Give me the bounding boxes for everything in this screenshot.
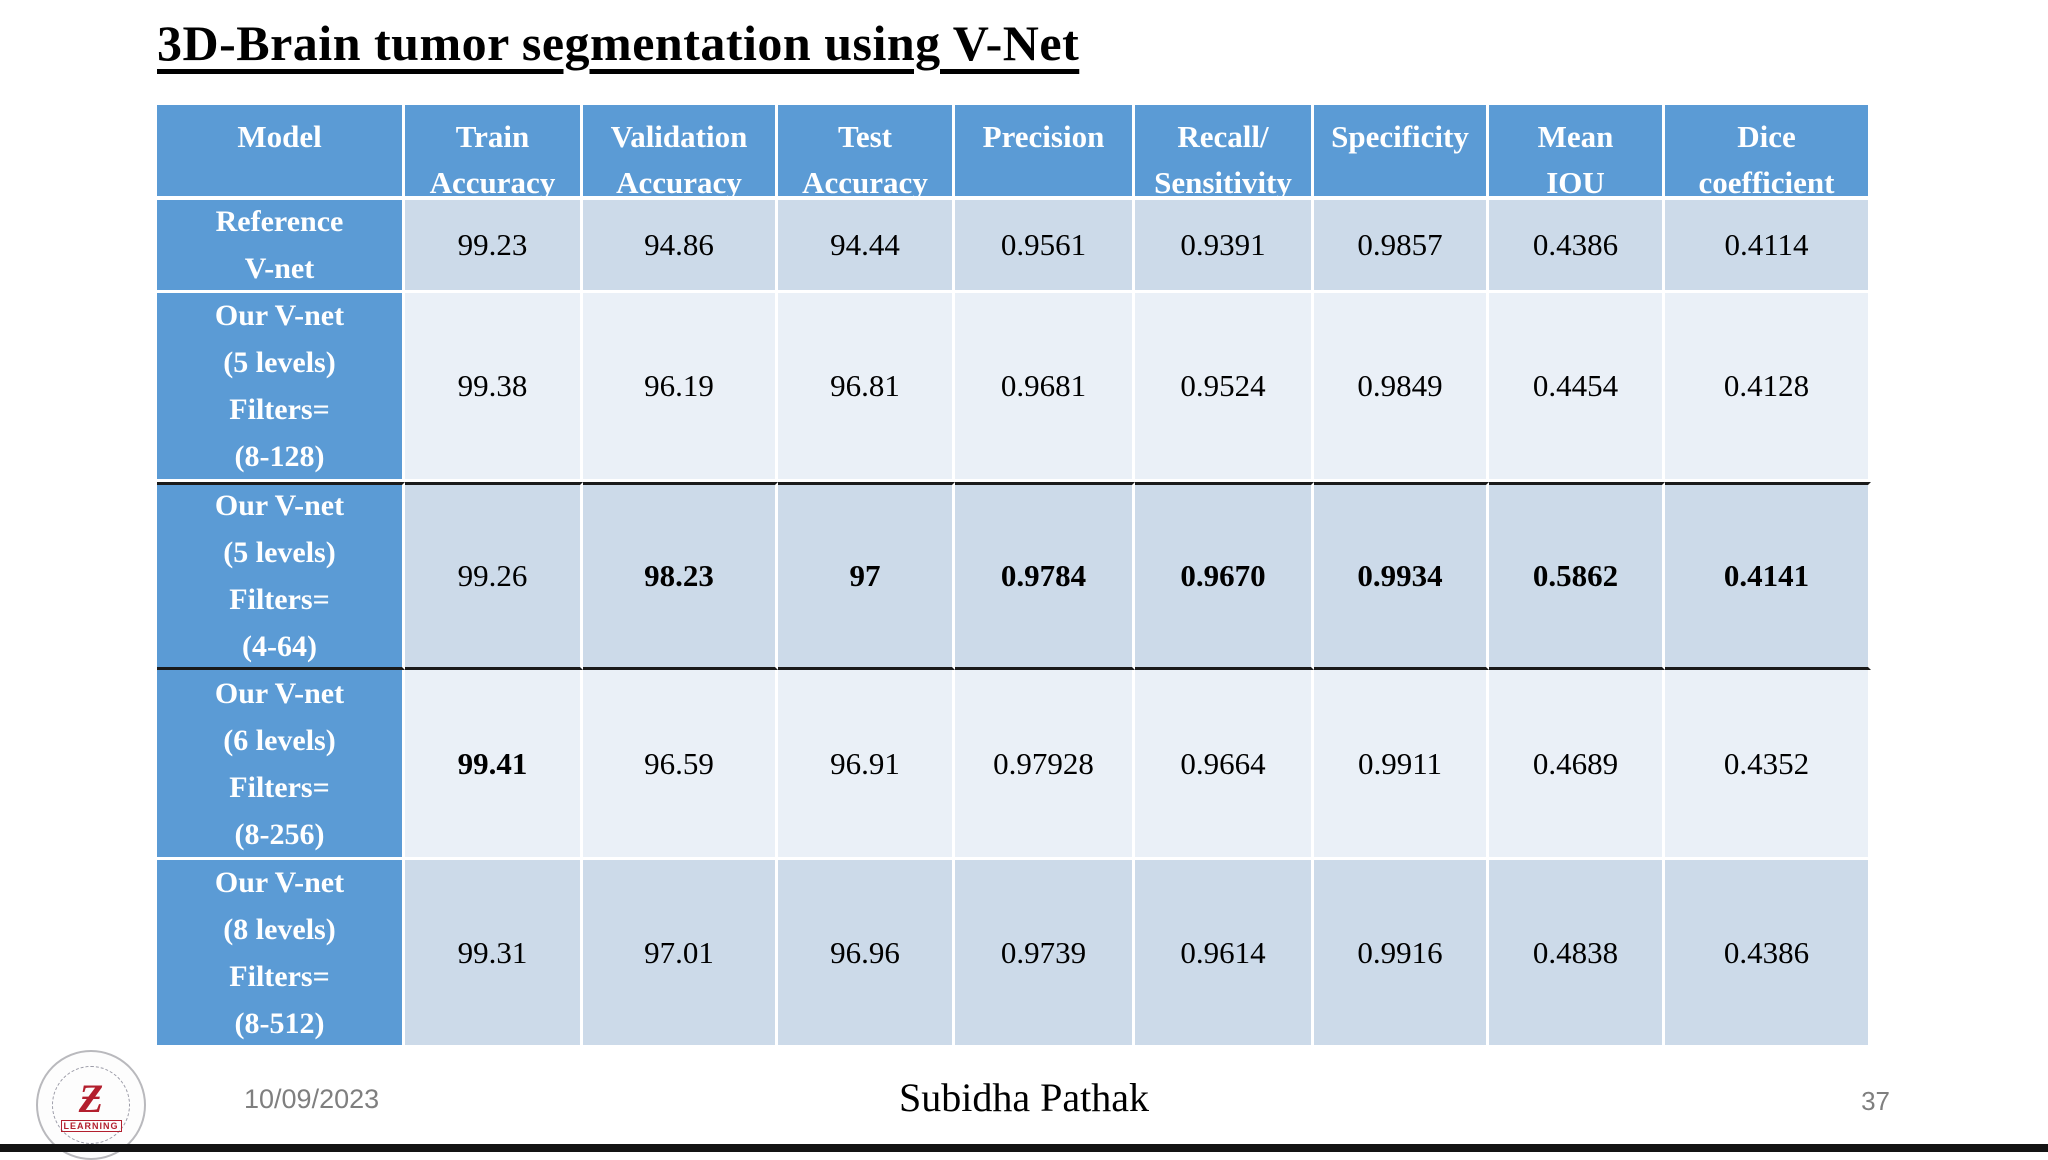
- value-cell: 96.91: [778, 670, 955, 860]
- model-line: Filters=: [229, 393, 330, 426]
- value-cell: 94.44: [778, 200, 955, 293]
- value-cell: 0.4352: [1665, 670, 1871, 860]
- value-cell: 0.9849: [1314, 293, 1489, 482]
- model-cell-vnet-6lvl-8-256: Our V-net (6 levels) Filters= (8-256): [157, 670, 405, 860]
- value-cell: 0.9391: [1135, 200, 1314, 293]
- value-cell: 96.81: [778, 293, 955, 482]
- model-line: V-net: [244, 252, 315, 285]
- value-cell: 0.4689: [1489, 670, 1665, 860]
- header-cell-model: Model: [157, 105, 405, 200]
- value-cell: 0.97928: [955, 670, 1135, 860]
- value-cell: 0.9664: [1135, 670, 1314, 860]
- model-line: (6 levels): [223, 723, 336, 757]
- value-cell: 0.9911: [1314, 670, 1489, 860]
- bottom-bar: [0, 1144, 2048, 1152]
- header-cell-recall-sensitivity: Recall/Sensitivity: [1135, 105, 1314, 200]
- model-line: Our V-net: [214, 865, 345, 899]
- header-line: Train: [455, 119, 530, 154]
- results-table: Model Train Accuracy Validation Accuracy T…: [157, 105, 1871, 1048]
- header-line: Mean: [1537, 119, 1614, 154]
- college-logo-caption: LEARNING: [60, 1119, 122, 1132]
- value-cell: 0.9916: [1314, 860, 1489, 1048]
- model-line: (5 levels): [223, 346, 336, 379]
- footer-author: Subidha Pathak: [899, 1075, 1149, 1120]
- value-cell: 0.9934: [1314, 482, 1489, 670]
- header-cell-dice-coefficient: Dice coefficient: [1665, 105, 1871, 200]
- model-line: (8-256): [234, 817, 325, 851]
- value-cell: 0.4114: [1665, 200, 1871, 293]
- page-number: 37: [1861, 1086, 1890, 1116]
- value-cell: 0.4386: [1665, 860, 1871, 1048]
- value-cell: 94.86: [583, 200, 778, 293]
- header-cell-precision: Precision: [955, 105, 1135, 200]
- value-cell: 0.5862: [1489, 482, 1665, 670]
- value-cell: 0.9681: [955, 293, 1135, 482]
- value-cell: 0.4838: [1489, 860, 1665, 1048]
- header-line: Specificity: [1331, 119, 1469, 154]
- model-line: (8 levels): [223, 912, 336, 946]
- value-cell: 97: [778, 482, 955, 670]
- header-line: Model: [237, 119, 322, 154]
- model-line: Reference: [215, 205, 344, 238]
- value-cell: 96.96: [778, 860, 955, 1048]
- college-seal-ring: Ƶ LEARNING: [52, 1066, 130, 1144]
- header-line: Accuracy: [616, 165, 742, 200]
- model-cell-reference-vnet: Reference V-net: [157, 200, 405, 293]
- header-line: Validation: [610, 119, 748, 154]
- footer-date: 10/09/2023: [244, 1084, 380, 1114]
- header-cell-validation-accuracy: Validation Accuracy: [583, 105, 778, 200]
- value-cell: 0.4141: [1665, 482, 1871, 670]
- model-cell-vnet-5lvl-4-64: Our V-net (5 levels) Filters= (4-64): [157, 482, 405, 670]
- page-title: 3D-Brain tumor segmentation using V-Net: [157, 15, 1080, 71]
- value-cell: 99.26: [405, 482, 583, 670]
- college-emblem-icon: Ƶ: [78, 1075, 104, 1121]
- header-cell-specificity: Specificity: [1314, 105, 1489, 200]
- value-cell: 96.19: [583, 293, 778, 482]
- model-line: Our V-net: [214, 299, 345, 332]
- model-line: Our V-net: [214, 489, 345, 522]
- value-cell: 0.9784: [955, 482, 1135, 670]
- model-line: Filters=: [229, 583, 330, 616]
- value-cell: 0.9739: [955, 860, 1135, 1048]
- value-cell: 96.59: [583, 670, 778, 860]
- model-line: Our V-net: [214, 676, 345, 710]
- model-line: (5 levels): [223, 536, 336, 569]
- header-line: Accuracy: [429, 165, 556, 200]
- value-cell: 97.01: [583, 860, 778, 1048]
- value-cell: 99.23: [405, 200, 583, 293]
- model-line: (4-64): [242, 630, 317, 663]
- model-line: Filters=: [229, 770, 330, 804]
- header-line: Precision: [982, 119, 1105, 154]
- model-line: Filters=: [229, 959, 330, 993]
- header-line: Recall/: [1177, 119, 1269, 154]
- header-cell-train-accuracy: Train Accuracy: [405, 105, 583, 200]
- header-line: Dice: [1737, 119, 1796, 154]
- value-cell: 0.9670: [1135, 482, 1314, 670]
- model-line: (8-512): [234, 1006, 325, 1040]
- model-line: (8-128): [234, 440, 325, 473]
- header-line: Accuracy: [802, 165, 928, 200]
- model-cell-vnet-8lvl-8-512: Our V-net (8 levels) Filters= (8-512): [157, 860, 405, 1048]
- value-cell: 0.9857: [1314, 200, 1489, 293]
- value-cell: 0.4128: [1665, 293, 1871, 482]
- header-cell-mean-iou: Mean IOU: [1489, 105, 1665, 200]
- header-line: IOU: [1546, 165, 1605, 200]
- header-cell-test-accuracy: Test Accuracy: [778, 105, 955, 200]
- model-cell-vnet-5lvl-8-128: Our V-net (5 levels) Filters= (8-128): [157, 293, 405, 482]
- value-cell: 0.9524: [1135, 293, 1314, 482]
- value-cell: 0.9561: [955, 200, 1135, 293]
- value-cell: 99.38: [405, 293, 583, 482]
- header-line: Sensitivity: [1154, 165, 1292, 200]
- header-line: Test: [838, 119, 892, 154]
- value-cell: 99.41: [405, 670, 583, 860]
- value-cell: 0.4386: [1489, 200, 1665, 293]
- value-cell: 99.31: [405, 860, 583, 1048]
- value-cell: 0.9614: [1135, 860, 1314, 1048]
- header-line: coefficient: [1698, 165, 1835, 200]
- value-cell: 98.23: [583, 482, 778, 670]
- value-cell: 0.4454: [1489, 293, 1665, 482]
